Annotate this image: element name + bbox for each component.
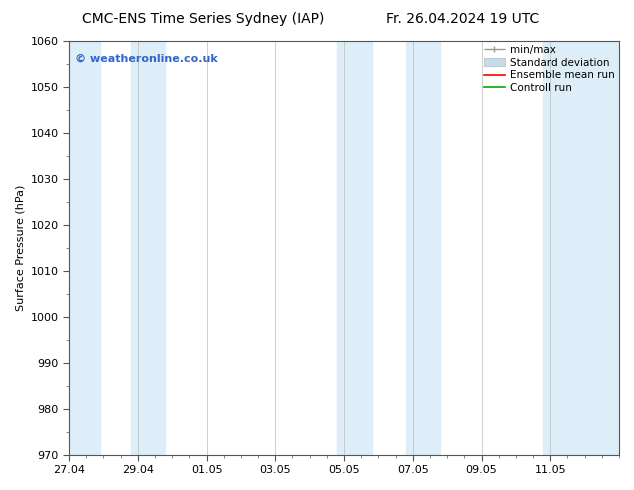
Legend: min/max, Standard deviation, Ensemble mean run, Controll run: min/max, Standard deviation, Ensemble me… xyxy=(482,43,617,95)
Bar xyxy=(131,41,165,455)
Text: © weatheronline.co.uk: © weatheronline.co.uk xyxy=(75,53,217,64)
Text: CMC-ENS Time Series Sydney (IAP): CMC-ENS Time Series Sydney (IAP) xyxy=(82,12,324,26)
Bar xyxy=(337,41,372,455)
Bar xyxy=(543,41,619,455)
Text: Fr. 26.04.2024 19 UTC: Fr. 26.04.2024 19 UTC xyxy=(386,12,540,26)
Bar xyxy=(69,41,100,455)
Y-axis label: Surface Pressure (hPa): Surface Pressure (hPa) xyxy=(15,185,25,311)
Bar xyxy=(406,41,440,455)
